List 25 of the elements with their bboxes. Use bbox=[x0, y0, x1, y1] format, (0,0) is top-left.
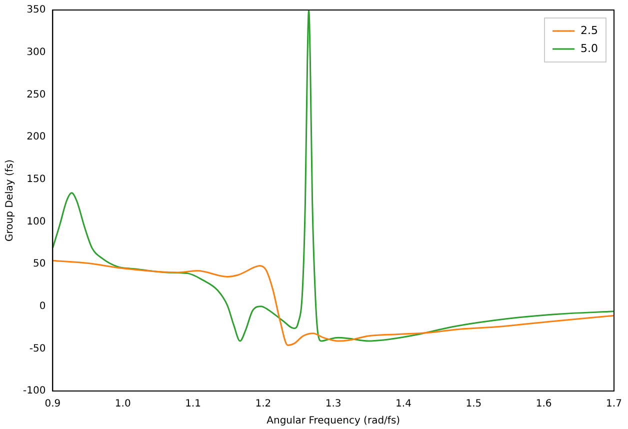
y-tick-label: -50 bbox=[29, 343, 46, 354]
y-tick-label: 300 bbox=[26, 46, 46, 58]
x-tick-label: 1.5 bbox=[466, 398, 482, 410]
y-tick-label: 200 bbox=[26, 132, 46, 143]
x-axis-title: Angular Frequency (rad/fs) bbox=[266, 416, 400, 427]
x-tick-label: 1.7 bbox=[606, 398, 622, 410]
x-tick-label: 1.4 bbox=[396, 398, 412, 410]
y-axis-title: Group Delay (fs) bbox=[4, 159, 16, 242]
y-tick-label: 150 bbox=[26, 174, 46, 185]
legend-label: 5.0 bbox=[580, 42, 598, 55]
x-tick-label: 1.0 bbox=[114, 398, 131, 410]
x-tick-label: 1.1 bbox=[185, 398, 201, 410]
line-series bbox=[52, 10, 614, 342]
y-tick-label: 100 bbox=[26, 216, 46, 228]
x-tick-label: 1.3 bbox=[325, 398, 342, 410]
y-tick-label: -100 bbox=[22, 386, 46, 397]
x-tick-label: 0.9 bbox=[44, 398, 61, 410]
y-tick-label: 50 bbox=[32, 258, 46, 270]
y-tick-label: 0 bbox=[39, 300, 46, 312]
x-tick-label: 1.2 bbox=[255, 398, 272, 410]
line-series bbox=[52, 260, 614, 346]
legend-label: 2.5 bbox=[580, 24, 598, 37]
y-tick-label: 350 bbox=[26, 4, 46, 16]
y-tick-label: 250 bbox=[26, 89, 46, 100]
x-tick-label: 1.6 bbox=[536, 398, 552, 410]
